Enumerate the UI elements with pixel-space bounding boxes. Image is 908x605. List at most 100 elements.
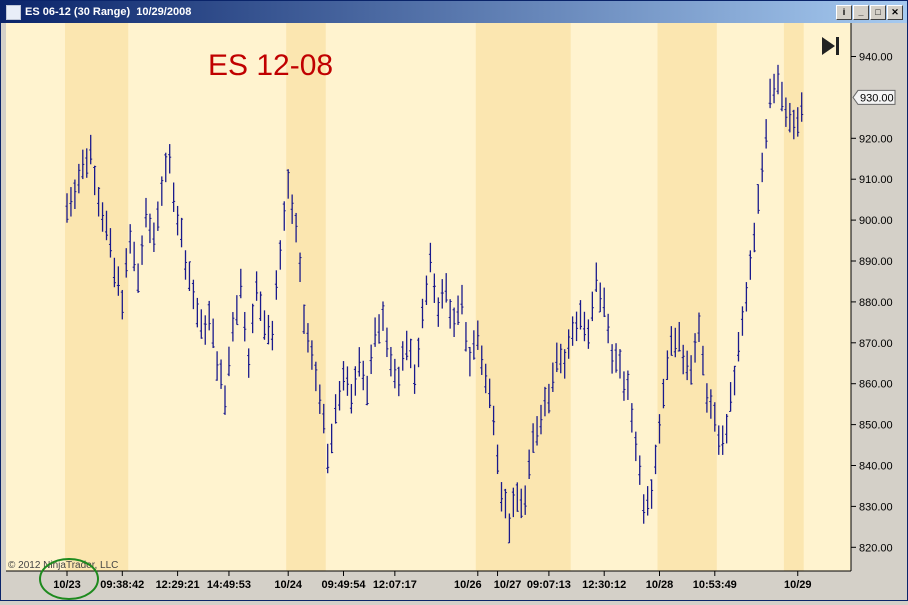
- price-bar: [740, 306, 744, 336]
- title-bar[interactable]: ES 06-12 (30 Range) 10/29/2008 i _ □ ✕: [1, 1, 907, 23]
- price-bar: [575, 311, 579, 342]
- price-bar: [768, 78, 772, 109]
- price-bar: [729, 382, 733, 412]
- price-chart[interactable]: 820.00 830.00 840.00 850.00 860.00 870.00 880.…: [1, 23, 907, 600]
- price-bar: [385, 327, 389, 358]
- price-bar: [286, 169, 290, 199]
- end-bar: [836, 37, 839, 55]
- price-bar: [274, 270, 278, 300]
- y-tick-label: 850.00: [859, 420, 893, 432]
- x-tick-label: 14:49:53: [207, 579, 251, 591]
- price-bar: [448, 299, 452, 329]
- price-bar: [401, 341, 405, 371]
- price-bar: [259, 291, 263, 321]
- price-bar: [610, 344, 614, 374]
- y-axis: 820.00 830.00 840.00 850.00 860.00 870.00 880.…: [851, 52, 893, 554]
- price-bar: [626, 370, 630, 400]
- price-bar: [519, 488, 523, 519]
- price-bar: [784, 97, 788, 127]
- price-bar: [108, 228, 112, 258]
- price-bar: [219, 359, 223, 389]
- chart-area[interactable]: 820.00 830.00 840.00 850.00 860.00 870.00 880.…: [1, 23, 907, 600]
- price-bar: [752, 222, 756, 253]
- price-bar: [270, 320, 274, 351]
- x-tick-label: 12:07:17: [373, 579, 417, 591]
- price-bar: [717, 425, 721, 455]
- x-tick-label: 09:38:42: [100, 579, 144, 591]
- maximize-button[interactable]: □: [870, 5, 886, 20]
- price-bar: [460, 284, 464, 315]
- price-bar: [618, 349, 622, 379]
- copyright-text: © 2012 NinjaTrader, LLC: [8, 560, 118, 571]
- price-bar: [654, 444, 658, 475]
- y-tick-label: 920.00: [859, 133, 893, 145]
- price-bar: [464, 322, 468, 352]
- price-bar: [397, 366, 401, 397]
- price-bar: [677, 321, 681, 352]
- price-bar: [432, 273, 436, 303]
- price-bar: [184, 250, 187, 280]
- price-bar: [440, 279, 444, 309]
- price-bar: [764, 119, 768, 149]
- price-bar: [247, 348, 251, 378]
- price-bar: [334, 394, 338, 424]
- session-band: [657, 23, 717, 571]
- price-bar: [436, 297, 440, 327]
- minimize-button[interactable]: _: [853, 5, 869, 20]
- price-bar: [590, 291, 594, 322]
- price-bar: [353, 366, 357, 396]
- price-bar: [705, 383, 709, 413]
- close-button[interactable]: ✕: [887, 5, 903, 20]
- price-bar: [693, 333, 697, 363]
- price-bar: [140, 235, 144, 265]
- price-bar: [594, 262, 598, 292]
- price-bar: [744, 282, 748, 312]
- y-tick-label: 910.00: [859, 174, 893, 186]
- price-bar: [105, 210, 108, 241]
- session-band: [783, 23, 804, 571]
- plot-background: [6, 23, 851, 571]
- price-bar: [650, 479, 654, 509]
- price-bar: [523, 485, 527, 515]
- price-bar: [452, 307, 456, 338]
- price-bar: [310, 340, 314, 370]
- price-bar: [164, 152, 168, 183]
- session-band: [286, 23, 326, 571]
- price-bar: [306, 323, 310, 353]
- window-title: ES 06-12 (30 Range) 10/29/2008: [25, 6, 192, 18]
- price-bar: [357, 347, 361, 377]
- price-bar: [500, 482, 503, 512]
- x-tick-label: 09:07:13: [527, 579, 571, 591]
- scroll-to-end-icon[interactable]: [822, 37, 839, 55]
- x-tick-label: 12:29:21: [156, 579, 200, 591]
- price-bar: [780, 81, 784, 112]
- price-bar: [539, 404, 543, 435]
- price-bar: [697, 312, 701, 342]
- price-bar: [116, 266, 120, 296]
- price-bar: [721, 425, 725, 455]
- price-bar: [586, 319, 590, 349]
- price-bar: [405, 330, 409, 361]
- price-bar: [760, 152, 764, 183]
- price-bar: [345, 366, 349, 396]
- price-bar: [393, 358, 397, 389]
- help-button[interactable]: i: [836, 5, 852, 20]
- price-bar: [148, 213, 152, 244]
- x-tick-label: 10/24: [274, 579, 302, 591]
- price-bar: [638, 455, 642, 485]
- price-bar: [571, 316, 575, 346]
- price-bar: [203, 315, 207, 345]
- y-tick-label: 890.00: [859, 256, 893, 268]
- price-bar: [282, 201, 286, 231]
- play-triangle: [822, 37, 835, 55]
- price-bar: [330, 423, 334, 454]
- price-bar: [503, 488, 507, 519]
- price-bar: [748, 250, 752, 280]
- price-bar: [338, 381, 342, 411]
- x-tick-label: 10/29: [784, 579, 812, 591]
- x-tick-label: 09:49:54: [321, 579, 366, 591]
- price-bar: [669, 326, 673, 356]
- price-bar: [484, 363, 488, 394]
- price-bar: [180, 217, 184, 248]
